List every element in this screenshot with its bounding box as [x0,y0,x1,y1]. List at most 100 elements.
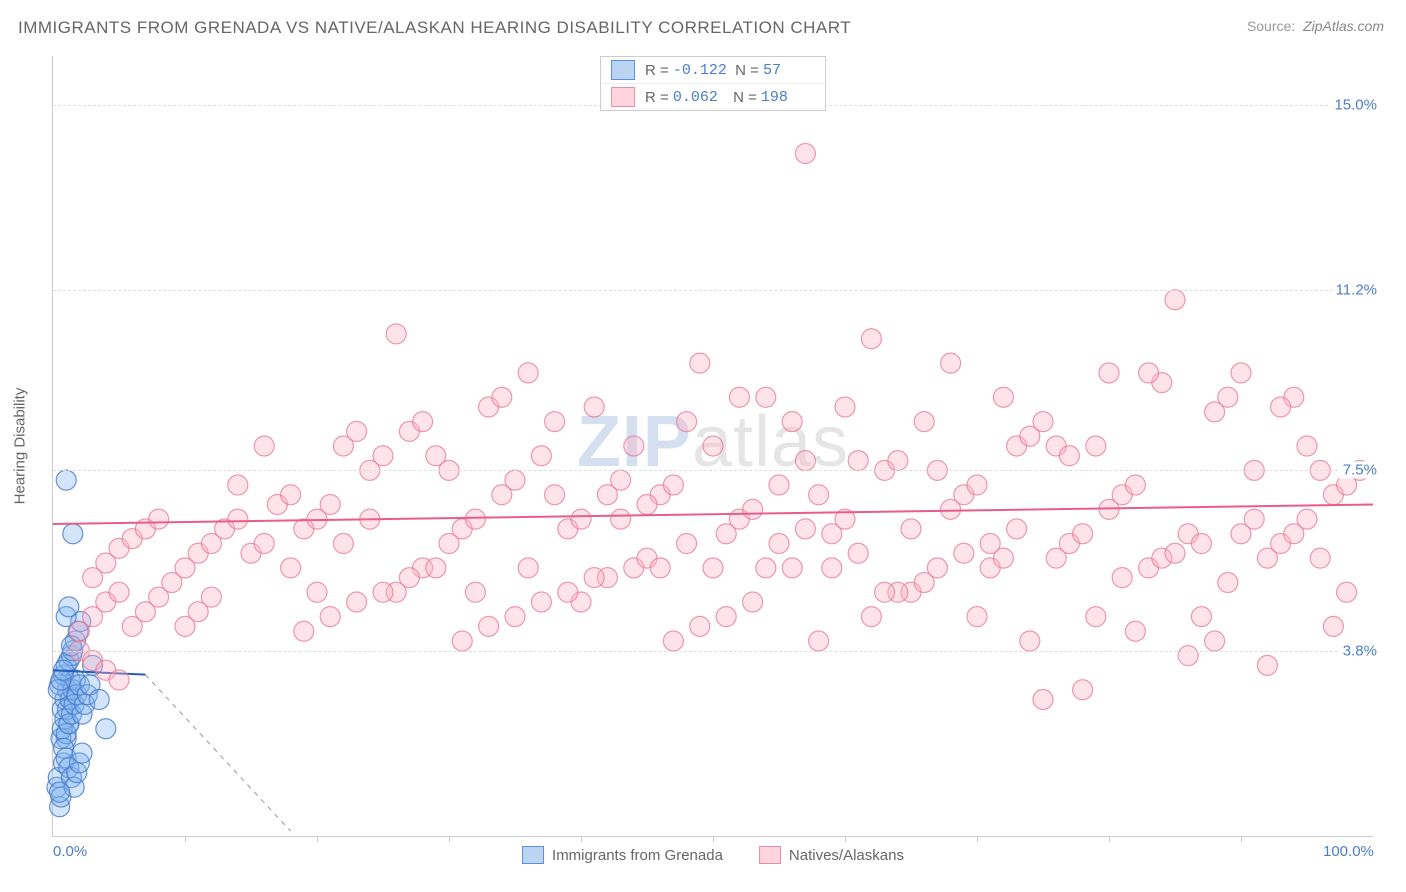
y-axis-title: Hearing Disability [12,388,29,505]
data-point [690,616,710,636]
data-point [545,485,565,505]
x-tick [713,836,714,842]
legend-row-pink: R = 0.062 N = 198 [601,83,825,110]
data-point [1205,631,1225,651]
data-point [624,436,644,456]
data-point [307,582,327,602]
data-point [637,495,657,515]
r-label: R = [645,62,669,79]
scatter-svg [53,56,1373,836]
data-point [1007,519,1027,539]
data-point [795,144,815,164]
data-point [677,534,697,554]
source-value: ZipAtlas.com [1303,18,1384,34]
data-point [888,451,908,471]
data-point [743,499,763,519]
data-point [254,436,274,456]
data-point [426,558,446,578]
data-point [452,631,472,651]
data-point [228,509,248,529]
data-point [1244,509,1264,529]
data-point [558,582,578,602]
data-point [914,412,934,432]
data-point [795,519,815,539]
data-point [1323,616,1343,636]
data-point [967,475,987,495]
data-point [927,558,947,578]
data-point [1257,655,1277,675]
data-point [901,519,921,539]
x-tick [977,836,978,842]
data-point [809,631,829,651]
data-point [347,592,367,612]
x-tick [1241,836,1242,842]
data-point [795,451,815,471]
data-point [333,534,353,554]
data-point [413,412,433,432]
data-point [531,446,551,466]
n-label: N = [725,89,757,106]
data-point [89,690,109,710]
n-value-pink: 198 [761,89,813,106]
data-point [347,421,367,441]
n-label: N = [727,62,759,79]
r-value-pink: 0.062 [673,89,725,106]
data-point [1086,436,1106,456]
data-point [386,324,406,344]
data-point [1231,363,1251,383]
data-point [1165,543,1185,563]
data-point [1178,646,1198,666]
data-point [703,436,723,456]
data-point [59,597,79,617]
data-point [756,387,776,407]
data-point [848,451,868,471]
data-point [109,670,129,690]
data-point [63,524,83,544]
data-point [1020,631,1040,651]
x-tick-label: 0.0% [53,843,87,860]
data-point [756,558,776,578]
data-point [72,743,92,763]
correlation-legend: R = -0.122 N = 57 R = 0.062 N = 198 [600,56,826,111]
data-point [1033,690,1053,710]
data-point [861,607,881,627]
gridline [53,290,1373,291]
data-point [518,363,538,383]
data-point [716,607,736,627]
data-point [96,719,116,739]
data-point [1218,573,1238,593]
gridline [53,651,1373,652]
x-tick [1109,836,1110,842]
data-point [822,558,842,578]
data-point [663,475,683,495]
x-tick [581,836,582,842]
data-point [1191,534,1211,554]
data-point [1139,363,1159,383]
swatch-blue-icon [522,846,544,864]
data-point [1073,524,1093,544]
legend-item-blue: Immigrants from Grenada [522,846,723,864]
data-point [611,509,631,529]
x-tick [449,836,450,842]
data-point [663,631,683,651]
data-point [584,397,604,417]
n-value-blue: 57 [763,62,815,79]
data-point [584,568,604,588]
y-tick-label: 3.8% [1339,642,1377,659]
data-point [1337,582,1357,602]
data-point [531,592,551,612]
data-point [56,470,76,490]
data-point [373,582,393,602]
data-point [782,412,802,432]
data-point [571,509,591,529]
data-point [281,485,301,505]
swatch-blue-icon [611,60,635,80]
legend-row-blue: R = -0.122 N = 57 [601,57,825,83]
data-point [109,582,129,602]
data-point [320,495,340,515]
x-tick-label: 100.0% [1323,843,1374,860]
data-point [677,412,697,432]
data-point [201,587,221,607]
data-point [769,475,789,495]
data-point [505,470,525,490]
